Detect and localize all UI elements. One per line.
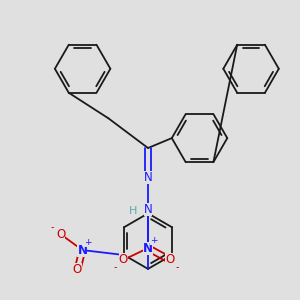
Text: -: - (114, 262, 117, 272)
Text: +: + (84, 238, 91, 247)
Text: O: O (73, 263, 82, 276)
Text: N: N (77, 244, 87, 256)
Text: N: N (143, 242, 153, 255)
Text: O: O (118, 254, 128, 266)
Text: H: H (129, 206, 137, 216)
Text: -: - (176, 262, 179, 272)
Text: +: + (150, 236, 158, 245)
Text: N: N (144, 203, 152, 216)
Text: N: N (144, 171, 152, 184)
Text: O: O (165, 254, 174, 266)
Text: O: O (56, 228, 65, 241)
Text: -: - (51, 222, 54, 232)
